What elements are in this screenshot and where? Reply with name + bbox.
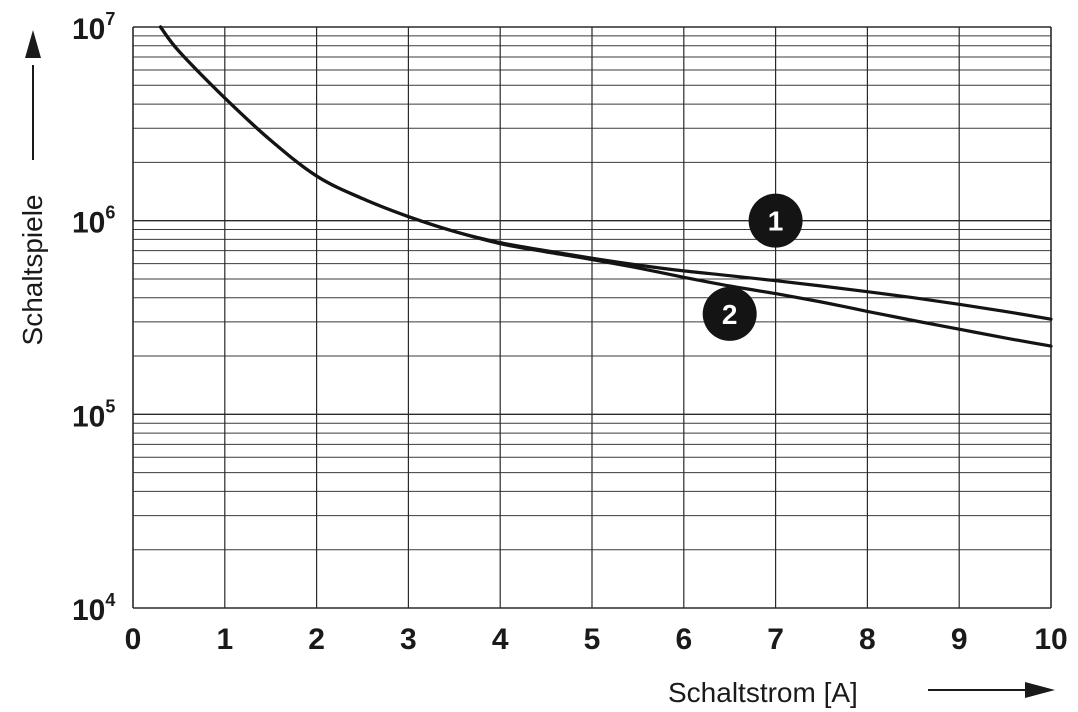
x-tick-label: 10	[1034, 623, 1067, 656]
x-tick-label: 7	[767, 623, 784, 656]
x-axis-title-group: Schaltstrom [A]	[668, 677, 1055, 708]
series-markers: 12	[702, 193, 803, 341]
y-tick-label: 106	[72, 203, 115, 240]
y-axis-arrow-head	[25, 30, 41, 58]
x-axis-arrow-head	[1025, 682, 1055, 698]
series-marker-2-label: 2	[722, 299, 738, 330]
x-tick-label: 6	[675, 623, 692, 656]
x-tick-label: 0	[125, 623, 142, 656]
x-tick-labels: 0 1 2 3 4 5 6 7 8 9 10	[125, 623, 1068, 656]
x-axis-title: Schaltstrom [A]	[668, 677, 858, 708]
x-tick-label: 5	[584, 623, 601, 656]
x-tick-label: 4	[492, 623, 509, 656]
series-line-1	[158, 25, 1053, 321]
y-axis-title: Schaltspiele	[17, 195, 48, 346]
series-marker-2-circle	[702, 286, 757, 341]
x-tick-label: 1	[216, 623, 233, 656]
y-tick-label: 107	[72, 9, 115, 46]
series-line-2	[158, 25, 1053, 348]
x-tick-label: 8	[859, 623, 876, 656]
major-gridlines	[132, 26, 1052, 609]
y-tick-label: 105	[72, 396, 115, 433]
x-tick-label: 9	[951, 623, 968, 656]
series-marker-1-circle	[748, 193, 803, 248]
series-marker-1-label: 1	[768, 206, 784, 237]
series-layer	[158, 25, 1053, 348]
y-tick-label: 104	[72, 590, 115, 627]
y-axis-title-group: Schaltspiele	[17, 30, 48, 345]
y-tick-labels: 104 105 106 107	[72, 9, 115, 627]
x-tick-label: 2	[308, 623, 325, 656]
x-tick-label: 3	[400, 623, 417, 656]
